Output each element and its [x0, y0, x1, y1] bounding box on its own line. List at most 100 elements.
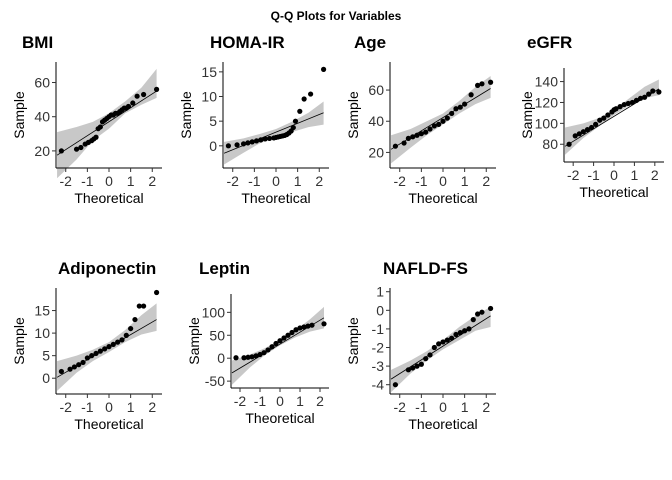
sample-point — [487, 79, 494, 85]
sample-point — [153, 86, 160, 92]
sample-point — [273, 340, 279, 347]
sample-point — [281, 335, 287, 341]
sample-point — [431, 123, 437, 129]
sample-point — [320, 66, 327, 72]
y-tick-label: 10 — [201, 89, 217, 105]
x-tick-label: -1 — [254, 393, 267, 409]
y-tick-label: 5 — [209, 113, 217, 129]
confidence-band — [391, 76, 491, 164]
sample-point — [293, 327, 299, 333]
sample-point — [444, 115, 450, 121]
sample-point — [479, 81, 485, 87]
y-axis-title: Sample — [345, 317, 361, 365]
x-axis-title: Theoretical — [74, 416, 143, 432]
x-tick-label: 1 — [127, 173, 135, 189]
qq-panel: eGFR -2 -1 0 1 2 80 100 120 140 Theoretical Sample — [519, 33, 664, 200]
sample-point — [97, 348, 103, 354]
x-tick-label: 0 — [105, 173, 113, 189]
sample-point — [418, 361, 424, 367]
qq-panel: Age -2 -1 0 1 2 20 40 60 Theoretical Sample — [345, 33, 496, 206]
y-tick-label: 1 — [376, 284, 384, 300]
sample-point — [257, 351, 263, 358]
sample-point — [646, 91, 652, 97]
x-tick-label: 1 — [127, 399, 135, 415]
confidence-band — [565, 79, 659, 155]
x-tick-label: -1 — [81, 399, 94, 415]
sample-point — [427, 352, 433, 358]
figure-title: Q-Q Plots for Variables — [271, 9, 402, 23]
sample-point — [58, 368, 65, 375]
sample-point — [642, 94, 648, 100]
sample-point — [617, 104, 623, 110]
sample-point — [253, 353, 259, 359]
sample-point — [392, 143, 399, 149]
y-tick-label: 40 — [368, 113, 384, 129]
sample-point — [80, 359, 86, 366]
y-tick-label: -2 — [372, 340, 385, 356]
sample-point — [392, 382, 399, 388]
y-axis-title: Sample — [11, 91, 27, 139]
x-tick-label: -1 — [415, 399, 428, 415]
sample-point — [58, 148, 65, 154]
y-tick-label: -3 — [372, 358, 385, 374]
sample-point — [134, 93, 140, 99]
sample-point — [110, 341, 116, 347]
x-tick-label: -2 — [234, 393, 247, 409]
y-tick-label: 15 — [34, 303, 50, 319]
y-tick-label: 60 — [368, 82, 384, 98]
sample-point — [297, 325, 303, 331]
y-tick-label: 5 — [42, 348, 50, 364]
sample-point — [153, 289, 160, 296]
sample-point — [468, 92, 474, 98]
sample-point — [297, 108, 303, 114]
x-tick-label: -2 — [567, 167, 580, 183]
sample-point — [73, 146, 80, 152]
sample-point — [258, 137, 264, 143]
x-tick-label: 1 — [294, 173, 302, 189]
x-tick-label: 0 — [272, 173, 280, 189]
panel-title: Adiponectin — [58, 259, 156, 278]
x-tick-label: -2 — [60, 399, 73, 415]
y-axis-title: Sample — [178, 91, 194, 139]
sample-point — [249, 139, 255, 145]
sample-point — [656, 89, 662, 95]
sample-point — [621, 101, 627, 108]
qq-panel: BMI -2 -1 0 1 2 20 40 60 Theoretical Sample — [11, 33, 162, 206]
x-tick-label: -2 — [60, 173, 73, 189]
sample-point — [444, 337, 450, 343]
x-tick-label: 2 — [316, 393, 324, 409]
y-tick-label: 80 — [542, 136, 558, 152]
sample-point — [240, 141, 247, 147]
sample-point — [475, 311, 481, 317]
sample-point — [93, 350, 99, 357]
sample-point — [475, 82, 481, 88]
sample-point — [593, 121, 599, 127]
sample-point — [141, 303, 147, 309]
sample-point — [566, 141, 572, 147]
sample-point — [650, 88, 656, 94]
sample-point — [597, 117, 603, 123]
sample-point — [440, 339, 446, 345]
sample-point — [277, 338, 283, 344]
x-tick-label: 2 — [651, 167, 659, 183]
y-tick-label: -4 — [372, 377, 385, 393]
qq-panel: NAFLD-FS-2 -1 0 1 2-4-3-2-101TheoreticalSamp… — [345, 259, 496, 432]
sample-point — [128, 325, 134, 332]
sample-point — [78, 144, 84, 151]
y-tick-label: 140 — [535, 74, 559, 90]
sample-point — [262, 136, 268, 142]
sample-point — [261, 350, 267, 356]
sample-point — [410, 365, 416, 371]
sample-point — [249, 354, 255, 360]
panel-title: BMI — [22, 33, 53, 52]
x-tick-label: -1 — [81, 173, 94, 189]
sample-point — [410, 134, 416, 140]
y-tick-label: 15 — [201, 64, 217, 80]
sample-point — [89, 353, 95, 359]
sample-point — [245, 354, 251, 360]
sample-point — [76, 362, 82, 368]
reference-line — [390, 88, 491, 150]
y-tick-label: 120 — [535, 94, 559, 110]
sample-point — [141, 91, 147, 98]
sample-point — [301, 324, 307, 330]
